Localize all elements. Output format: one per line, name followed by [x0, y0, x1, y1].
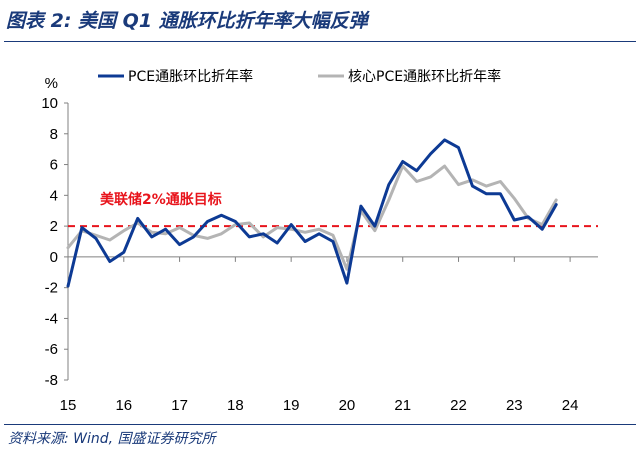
source-note: 资料来源: Wind, 国盛证券研究所: [8, 431, 216, 447]
target-annotation: 美联储2%通胀目标: [100, 191, 222, 208]
legend-label: PCE通胀环比折年率: [128, 68, 253, 85]
x-tick-label: 20: [339, 397, 356, 414]
x-tick-label: 22: [450, 397, 467, 414]
x-tick-label: 21: [394, 397, 411, 414]
pce-series-line: [66, 138, 558, 288]
source-divider: [4, 424, 636, 425]
x-tick-label: 15: [60, 397, 77, 414]
y-tick-label: 8: [50, 126, 58, 143]
y-tick-label: 10: [41, 95, 58, 112]
x-tick-label: 16: [115, 397, 132, 414]
y-tick-label: 4: [50, 187, 58, 204]
x-tick-label: 18: [227, 397, 244, 414]
figure-title: 图表 2: 美国 Q1 通胀环比折年率大幅反弹: [6, 10, 368, 32]
y-axis-label: %: [45, 75, 58, 92]
y-tick-label: 6: [50, 157, 58, 174]
x-tick-label: 24: [562, 397, 579, 414]
y-tick-label: -6: [45, 341, 58, 358]
title-divider: [4, 41, 636, 42]
legend-label: 核心PCE通胀环比折年率: [348, 68, 501, 85]
x-tick-label: 19: [283, 397, 300, 414]
legend: PCE通胀环比折年率 核心PCE通胀环比折年率: [98, 68, 501, 85]
x-tick-label: 23: [506, 397, 523, 414]
y-tick-label: -4: [45, 310, 58, 327]
core-pce-series-line: [66, 164, 558, 271]
y-tick-label: 2: [50, 218, 58, 235]
series-group: [66, 138, 558, 288]
y-tick-label: -8: [45, 372, 58, 389]
y-tick-label: -2: [45, 280, 58, 297]
x-tick-label: 17: [171, 397, 188, 414]
y-tick-label: 0: [50, 249, 58, 266]
